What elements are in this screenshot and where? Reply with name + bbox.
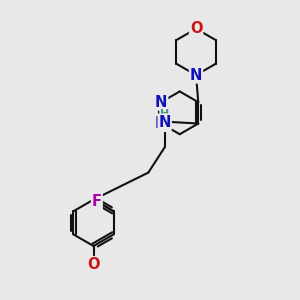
Text: F: F (92, 194, 102, 209)
Text: N: N (158, 115, 171, 130)
Text: H: H (160, 109, 169, 119)
Text: O: O (190, 21, 202, 36)
Text: O: O (87, 257, 100, 272)
Text: N: N (190, 68, 202, 82)
Text: N: N (155, 94, 167, 110)
Text: N: N (155, 116, 167, 131)
